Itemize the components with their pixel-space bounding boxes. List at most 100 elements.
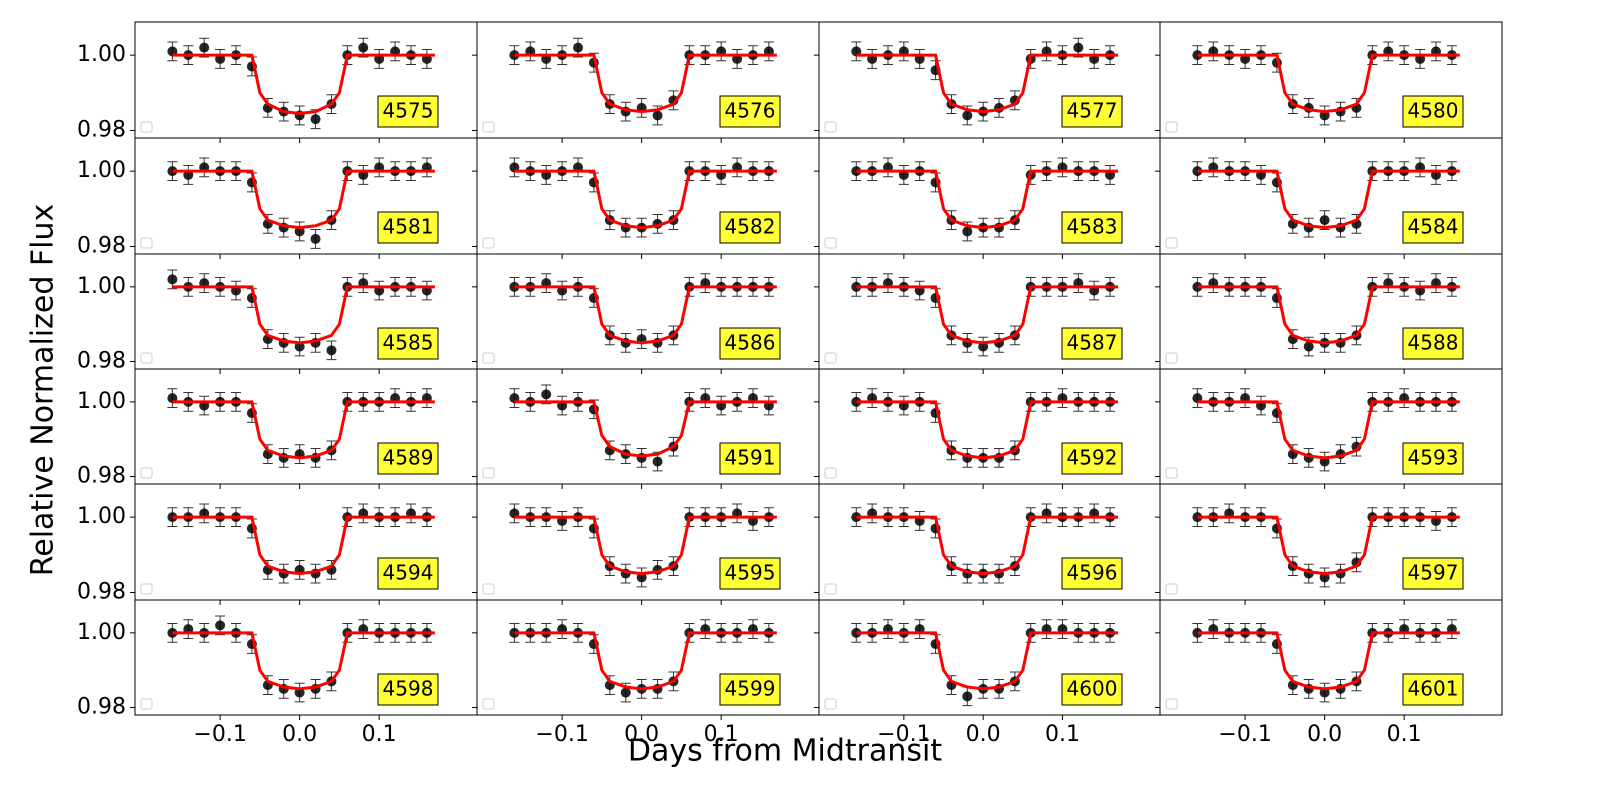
y-axis-title: Relative Normalized Flux [26, 204, 61, 577]
model-line [856, 515, 1118, 576]
model-line [172, 515, 435, 576]
x-axis-title: Days from Midtransit [628, 734, 942, 769]
panel-label: 4594 [383, 561, 434, 585]
y-tick-label: 0.98 [77, 349, 126, 374]
data-point [1319, 110, 1330, 121]
y-tick-label: 1.00 [77, 42, 126, 67]
legend-box [140, 467, 153, 479]
model-line [856, 169, 1118, 230]
panel: 4584 [1155, 137, 1503, 259]
data-point [978, 341, 989, 352]
panel: 4583 [814, 137, 1161, 259]
data-point [636, 572, 647, 583]
model-line [856, 631, 1118, 691]
x-tick-label: −0.1 [535, 722, 588, 747]
panel-label: 4596 [1067, 561, 1118, 585]
legend-box [482, 698, 495, 710]
panel: 4575 0.98 1.00 [77, 21, 478, 143]
legend-box [140, 237, 153, 249]
panel-label: 4576 [725, 99, 776, 123]
panel: 4581 0.98 1.00 [77, 137, 478, 259]
x-tick-label: −0.1 [193, 722, 246, 747]
panel: 4589 0.98 1.00 [77, 368, 478, 489]
data-point [962, 110, 973, 121]
panel: 4599 −0.1 0.0 0.1 [472, 599, 820, 747]
x-tick-label: 0.1 [1387, 722, 1422, 747]
data-point [294, 687, 305, 698]
legend-box [1165, 352, 1178, 364]
data-point [1303, 341, 1314, 352]
panel-label-box [719, 211, 781, 244]
data-point [1319, 456, 1330, 467]
legend-box [824, 121, 837, 133]
panel-label-box [1061, 211, 1123, 244]
panel-label: 4599 [725, 677, 776, 701]
legend-box [1165, 237, 1178, 249]
legend-box [140, 583, 153, 595]
model-line [1197, 400, 1460, 460]
legend-box [140, 698, 153, 710]
panel-label-box [1402, 211, 1464, 244]
panel-label: 4582 [725, 215, 776, 239]
panel-label-box [377, 211, 439, 244]
panel-label-box [1402, 327, 1464, 360]
panel-label: 4577 [1067, 99, 1118, 123]
panel-label: 4598 [383, 677, 434, 701]
panel-label: 4589 [383, 446, 434, 470]
data-point [310, 114, 321, 125]
model-line [1197, 285, 1460, 345]
panel: 4595 [472, 483, 820, 605]
panel-label: 4597 [1408, 561, 1459, 585]
legend-box [482, 467, 495, 479]
panel-label-box [1061, 95, 1123, 128]
x-tick-label: −0.1 [877, 722, 930, 747]
panel-label-box [719, 557, 781, 590]
y-tick-label: 0.98 [77, 117, 126, 142]
panel: 4576 [472, 21, 820, 143]
panel-label-box [1402, 557, 1464, 590]
panel-label: 4591 [725, 446, 776, 470]
data-point [358, 42, 369, 53]
panel: 4588 [1155, 253, 1503, 374]
panel-label: 4593 [1408, 446, 1459, 470]
data-point [541, 389, 552, 400]
panel-label-box [377, 327, 439, 360]
y-tick-label: 0.98 [77, 233, 126, 258]
panel-label: 4595 [725, 561, 776, 585]
model-line [514, 631, 777, 691]
panel-label: 4592 [1067, 446, 1118, 470]
panel: 4594 0.98 1.00 [77, 483, 478, 605]
legend-box [140, 121, 153, 133]
panel: 4593 [1155, 368, 1503, 489]
data-point [215, 620, 226, 631]
legend-box [824, 237, 837, 249]
panel-label-box [377, 442, 439, 475]
data-point [326, 345, 337, 356]
model-line [1197, 169, 1460, 230]
data-point [1073, 42, 1084, 53]
y-tick-label: 1.00 [77, 389, 126, 414]
panel-label: 4586 [725, 331, 776, 355]
legend-box [1165, 121, 1178, 133]
legend-box [482, 121, 495, 133]
panel: 4587 [814, 253, 1161, 374]
legend-box [1165, 583, 1178, 595]
data-point [962, 691, 973, 702]
x-tick-label: 0.1 [704, 722, 739, 747]
panel-label-box [377, 673, 439, 706]
model-line [172, 169, 435, 230]
panel-label-box [719, 95, 781, 128]
panel-label: 4581 [383, 215, 434, 239]
panel: 4582 [472, 137, 820, 259]
x-tick-label: 0.0 [966, 722, 1001, 747]
panel-label-box [1061, 673, 1123, 706]
panel-label-box [719, 327, 781, 360]
data-point [652, 456, 663, 467]
panel-label: 4583 [1067, 215, 1118, 239]
panel-label: 4584 [1408, 215, 1459, 239]
y-tick-label: 1.00 [77, 504, 126, 529]
y-tick-label: 1.00 [77, 158, 126, 183]
panel: 4580 [1155, 21, 1503, 143]
legend-box [824, 583, 837, 595]
data-point [294, 226, 305, 237]
